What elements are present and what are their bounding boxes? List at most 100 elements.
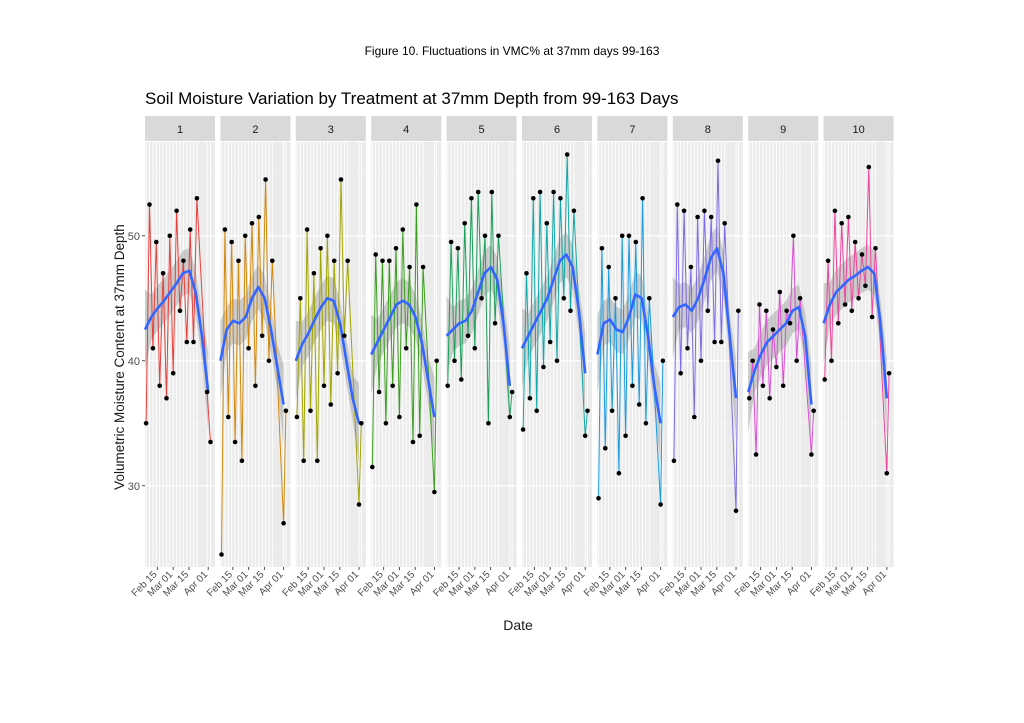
data-point bbox=[143, 421, 149, 426]
data-point bbox=[298, 296, 303, 301]
data-point bbox=[448, 239, 454, 245]
data-point bbox=[829, 358, 834, 364]
data-point bbox=[767, 396, 772, 401]
data-point bbox=[407, 264, 412, 270]
data-point bbox=[733, 508, 739, 514]
data-point bbox=[181, 258, 186, 264]
data-point bbox=[492, 321, 498, 326]
data-point bbox=[445, 383, 451, 389]
data-point bbox=[568, 308, 573, 314]
data-point bbox=[400, 227, 406, 232]
data-point bbox=[321, 383, 327, 389]
facet-strip bbox=[145, 116, 215, 141]
data-point bbox=[432, 489, 437, 495]
data-point bbox=[509, 389, 515, 395]
facet-strip-label: 2 bbox=[252, 124, 258, 136]
data-point bbox=[507, 414, 513, 420]
data-point bbox=[658, 502, 663, 507]
data-point bbox=[475, 189, 481, 195]
data-point bbox=[609, 408, 615, 414]
data-point bbox=[678, 371, 683, 376]
data-point bbox=[794, 358, 799, 364]
chart-title: Soil Moisture Variation by Treatment at … bbox=[145, 89, 679, 108]
data-point bbox=[630, 383, 635, 389]
smooth-line bbox=[822, 265, 889, 399]
data-point bbox=[541, 364, 546, 370]
data-point bbox=[331, 258, 337, 264]
data-point bbox=[747, 396, 752, 401]
data-point bbox=[226, 414, 231, 420]
data-point bbox=[160, 271, 166, 276]
figure-caption: Figure 10. Fluctuations in VMC% at 37mm … bbox=[364, 44, 660, 58]
data-point bbox=[434, 358, 440, 364]
data-point bbox=[420, 264, 426, 270]
data-point bbox=[222, 227, 228, 232]
data-point bbox=[685, 346, 690, 351]
series-line bbox=[447, 191, 513, 424]
facet-strip-label: 5 bbox=[479, 124, 485, 136]
data-point bbox=[599, 246, 605, 251]
data-point bbox=[311, 271, 317, 276]
data-point bbox=[174, 208, 179, 214]
smooth-line bbox=[219, 285, 285, 405]
facet-strip bbox=[823, 116, 894, 141]
facet-strip-label: 4 bbox=[403, 124, 409, 136]
data-point bbox=[863, 283, 868, 289]
smooth-line bbox=[294, 296, 361, 424]
data-point bbox=[266, 358, 272, 364]
data-point bbox=[582, 433, 588, 439]
data-point bbox=[849, 308, 855, 314]
data-point bbox=[520, 427, 526, 432]
data-point bbox=[465, 333, 471, 339]
facet-strip-label: 1 bbox=[177, 124, 183, 136]
data-point bbox=[613, 296, 618, 301]
smooth-line bbox=[671, 247, 738, 399]
data-point bbox=[791, 233, 796, 239]
data-point bbox=[356, 502, 362, 507]
data-point bbox=[204, 389, 210, 395]
data-point bbox=[842, 302, 848, 307]
data-point bbox=[417, 433, 423, 439]
data-point bbox=[390, 383, 396, 389]
data-point bbox=[722, 221, 727, 226]
data-point bbox=[811, 408, 816, 414]
data-point bbox=[712, 339, 717, 345]
facet-strip-label: 7 bbox=[629, 124, 635, 136]
facet-strip-label: 6 bbox=[554, 124, 560, 136]
data-point bbox=[633, 239, 639, 245]
data-point bbox=[459, 377, 464, 382]
data-point bbox=[626, 233, 632, 239]
data-point bbox=[777, 289, 783, 295]
facet-strip bbox=[597, 116, 668, 141]
confidence-ribbon bbox=[295, 275, 359, 464]
data-point bbox=[410, 439, 416, 445]
data-point bbox=[469, 196, 474, 201]
data-point bbox=[325, 233, 330, 239]
data-point bbox=[884, 471, 890, 476]
data-point bbox=[147, 202, 152, 207]
data-point bbox=[283, 408, 289, 414]
data-point bbox=[809, 452, 814, 457]
data-point bbox=[784, 308, 789, 314]
data-point bbox=[643, 421, 649, 426]
data-point bbox=[866, 164, 872, 170]
y-tick-label: 30 bbox=[128, 481, 140, 493]
data-point bbox=[660, 358, 666, 364]
facet-strip bbox=[522, 116, 592, 141]
data-point bbox=[675, 202, 680, 207]
data-point bbox=[702, 208, 707, 214]
data-point bbox=[606, 264, 611, 270]
data-point bbox=[558, 196, 563, 201]
data-point bbox=[524, 271, 529, 276]
data-point bbox=[708, 214, 714, 220]
data-point bbox=[695, 214, 700, 220]
data-point bbox=[616, 471, 622, 476]
data-point bbox=[561, 296, 567, 301]
